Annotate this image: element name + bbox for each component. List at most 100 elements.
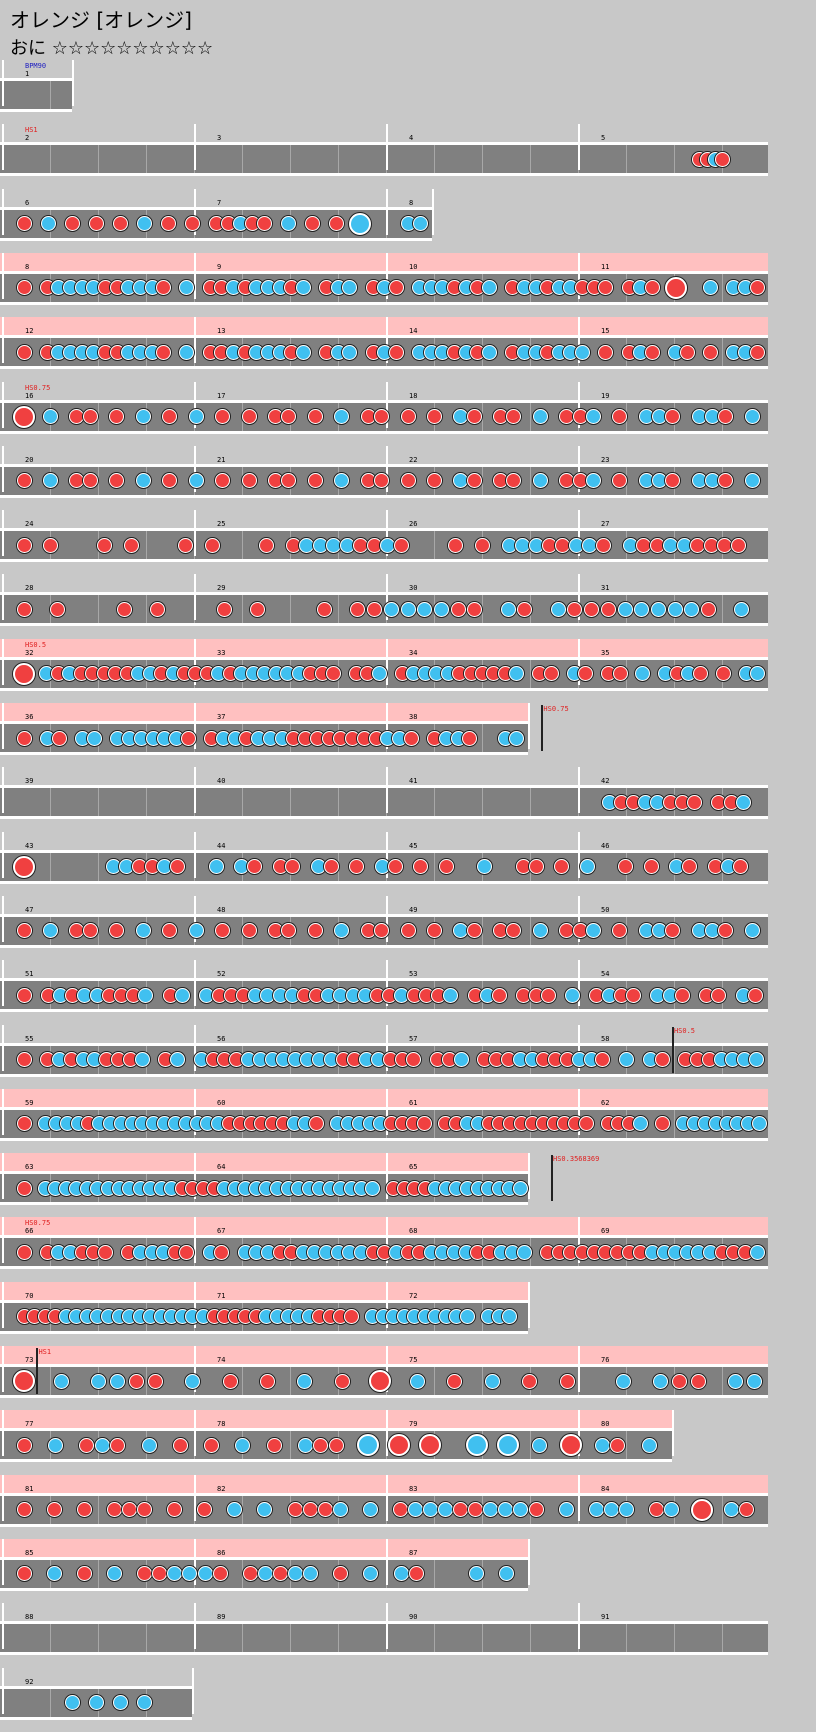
beat-line [482,916,483,945]
measure-number: 3 [217,134,222,143]
measure-number: 26 [409,520,418,529]
don-note [241,409,257,424]
don-note [598,280,614,296]
beat-line [50,1367,51,1395]
ka-note [107,1566,122,1582]
don-note [426,473,442,489]
don-note [147,1373,163,1389]
beat-line [290,595,291,624]
ka-note [235,1437,251,1453]
don-note [304,216,320,232]
measure-line [2,1410,4,1457]
measure-number: 88 [25,1613,34,1622]
ka-note [483,1502,499,1518]
beat-line [338,145,339,174]
ka-note [135,473,151,489]
ka-note [667,601,683,617]
ka-note [334,409,350,424]
measure-number: 28 [25,584,34,593]
chart-row: 51 52 53 54 [0,960,770,1024]
ka-note [53,1373,69,1389]
ka-note [188,409,204,424]
measure-line [386,445,388,492]
don-note [281,473,297,489]
don-note [595,537,611,553]
don-note [150,601,166,617]
scroll-highlight-band [0,1410,672,1429]
don-note [403,730,419,746]
ka-note [409,1373,425,1389]
ka-note [653,1373,669,1389]
beat-line [290,788,291,817]
don-note [400,923,416,939]
measure-line [578,895,580,942]
ka-note [112,1695,128,1710]
ka-note [417,601,433,617]
don-note [682,859,698,875]
chart-row: 43 44 45 46 [0,831,770,896]
measure-line [386,767,388,814]
ka-note [684,601,700,617]
scroll-highlight-band [0,317,768,336]
don-note [612,666,628,682]
command-marker-line [551,1155,553,1202]
don-note [618,859,634,875]
don-note [701,601,717,617]
don-note [16,1116,32,1132]
beat-line [242,531,243,560]
ka-note [575,344,591,360]
don-note [76,1502,92,1518]
don-note [343,1309,359,1325]
don-note [506,923,522,939]
measure-number: 8 [409,198,414,207]
beat-line [722,273,723,302]
beat-line [434,1109,435,1138]
row-end-line [432,188,434,235]
don-note [462,730,478,746]
don-note [16,601,32,617]
measure-line [578,767,580,814]
don-note [406,1052,422,1067]
don-note [136,1502,152,1518]
measure-number: 37 [217,713,226,721]
measure-line [194,1410,196,1457]
measure-line [578,1024,580,1071]
ka-note [663,537,679,553]
measure-number: 86 [217,1548,226,1557]
don-note [307,923,323,939]
measure-line [2,60,4,106]
measure-number: 16 [25,391,34,400]
don-note [307,473,323,489]
chart-row: 88 89 90 91 [0,1603,770,1667]
don-note [328,216,344,232]
don-note [595,1052,611,1067]
don-note [374,473,390,489]
ka-note [141,1437,157,1453]
beat-line [146,788,147,817]
beat-line [98,1495,99,1524]
chart-row: 81 82 83 84 [0,1474,770,1539]
scroll-highlight-band [0,1346,768,1364]
don-note [388,280,404,296]
measure-number: 18 [409,391,418,400]
don-note [388,344,404,360]
don-note [152,1566,168,1582]
don-note [222,1373,238,1389]
don-note [162,473,178,489]
ka-note [297,1373,313,1389]
measure-line [194,1281,196,1328]
don-note-big [13,405,35,428]
don-note [413,859,429,875]
measure-number: 30 [409,584,418,593]
beat-line [722,338,723,367]
ka-note [724,1502,740,1518]
don-note [612,473,628,489]
ka-note [734,601,750,617]
measure-line [194,188,196,235]
don-note [106,1502,122,1518]
don-note [438,859,454,875]
beat-line [722,1495,723,1524]
ka-note [588,1502,604,1518]
measure-line [194,1603,196,1650]
measure-line [578,831,580,878]
